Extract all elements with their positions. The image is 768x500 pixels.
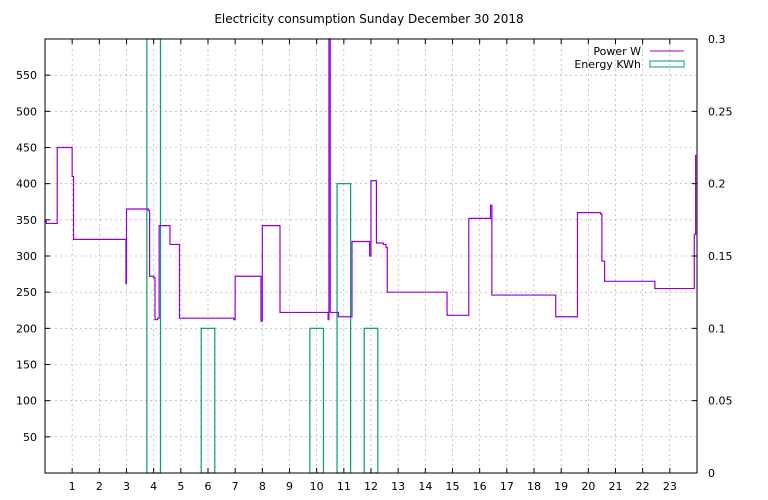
x-tick-label: 10	[310, 480, 324, 493]
x-tick-label: 17	[500, 480, 514, 493]
x-tick-label: 8	[259, 480, 266, 493]
x-tick-label: 21	[609, 480, 623, 493]
y-tick-label: 500	[16, 105, 37, 118]
power-line	[45, 38, 697, 322]
x-tick-label: 9	[286, 480, 293, 493]
x-tick-label: 12	[364, 480, 378, 493]
y-tick-label: 450	[16, 142, 37, 155]
x-tick-label: 13	[391, 480, 405, 493]
x-tick-label: 5	[177, 480, 184, 493]
x-tick-label: 16	[473, 480, 487, 493]
y-tick-label: 150	[16, 359, 37, 372]
y-tick-label: 300	[16, 250, 37, 263]
x-tick-label: 15	[446, 480, 460, 493]
y-tick-label: 100	[16, 395, 37, 408]
y-tick-label: 400	[16, 178, 37, 191]
y2-tick-label: 0.25	[708, 105, 733, 118]
y-tick-label: 550	[16, 69, 37, 82]
y-tick-label: 350	[16, 214, 37, 227]
x-tick-label: 14	[418, 480, 432, 493]
x-tick-label: 2	[96, 480, 103, 493]
y-tick-label: 200	[16, 322, 37, 335]
x-tick-label: 7	[232, 480, 239, 493]
x-tick-label: 1	[69, 480, 76, 493]
y-tick-label: 250	[16, 286, 37, 299]
x-tick-label: 20	[581, 480, 595, 493]
power-series	[45, 38, 697, 322]
axis-ticks: 1 2 3 4 5 6 7 8 9 10 11 12 13 14 15 16 17 18 19 20 21 22 23501…	[16, 33, 733, 493]
legend-power-label: Power W	[593, 45, 641, 58]
y2-tick-label: 0.1	[708, 322, 726, 335]
x-tick-label: 22	[636, 480, 650, 493]
y-tick-label: 50	[23, 431, 37, 444]
x-tick-label: 23	[663, 480, 677, 493]
x-tick-label: 4	[150, 480, 157, 493]
x-tick-label: 19	[554, 480, 568, 493]
x-tick-label: 18	[527, 480, 541, 493]
y2-tick-label: 0.2	[708, 178, 726, 191]
y2-tick-label: 0.05	[708, 395, 733, 408]
x-tick-label: 6	[205, 480, 212, 493]
chart-title: Electricity consumption Sunday December …	[214, 12, 523, 26]
x-tick-label: 11	[337, 480, 351, 493]
y2-tick-label: 0.15	[708, 250, 733, 263]
x-tick-label: 3	[123, 480, 130, 493]
legend: Power W Energy KWh	[574, 45, 685, 71]
legend-energy-swatch	[649, 60, 685, 68]
legend-energy-label: Energy KWh	[574, 58, 641, 71]
y2-tick-label: 0	[708, 467, 715, 480]
y2-tick-label: 0.3	[708, 33, 726, 46]
